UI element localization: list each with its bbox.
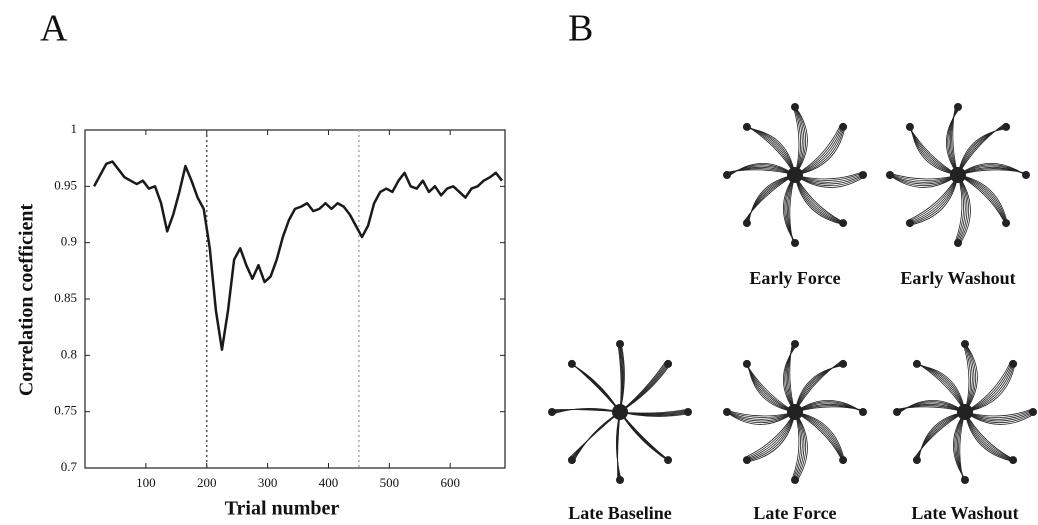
target [1022,171,1030,179]
y-tick-label: 0.7 [61,459,78,474]
trajectory-plot [723,103,867,247]
trajectory [794,174,845,226]
target [791,103,799,111]
trajectory [619,411,668,460]
plot-frame [84,129,506,469]
trajectory [571,363,621,413]
target [684,408,692,416]
target [961,476,969,484]
target [567,456,576,465]
panel-label: B [568,8,593,50]
y-tick-label: 0.85 [54,290,77,305]
x-tick-label: 100 [136,475,156,490]
target [1002,122,1011,131]
target [961,340,969,348]
target [616,340,624,348]
y-tick-label: 0.9 [61,234,77,249]
y-axis-label: Correlation coefficient [16,203,38,396]
target [791,476,799,484]
target [723,171,731,179]
trajectory [619,363,669,413]
target [791,239,799,247]
trajectory [570,362,621,413]
target [616,476,624,484]
target [839,456,848,465]
target [893,408,901,416]
target [839,122,848,131]
y-tick-label: 1 [71,121,78,136]
y-tick-label: 0.8 [61,346,77,361]
target [886,171,894,179]
y-tick-label: 0.95 [54,177,77,192]
center-target [957,404,973,420]
target [905,122,914,131]
trajectory [794,411,846,462]
trajectory [572,411,621,462]
trajectory [794,411,845,461]
trajectory [794,174,844,225]
plot-label: Early Force [749,268,840,288]
x-tick-label: 300 [258,475,278,490]
x-tick-label: 400 [319,475,339,490]
data-line [93,160,503,351]
trajectory [964,411,1015,463]
target [548,408,556,416]
trajectory-plot [723,340,867,484]
target [905,219,914,228]
target [742,359,751,368]
target [954,239,962,247]
x-axis-label: Trial number [225,498,340,520]
trajectory [957,174,1008,224]
target [742,219,751,228]
target [664,359,673,368]
target [859,171,867,179]
trajectory [573,365,621,413]
plot-label: Late Washout [911,503,1018,523]
trajectory [573,411,621,462]
trajectory [569,361,621,413]
target [1009,359,1018,368]
target [1002,219,1011,228]
target [723,408,731,416]
panel-label: A [40,8,68,50]
x-tick-label: 600 [440,475,460,490]
trajectory [570,362,621,413]
y-tick-label: 0.75 [54,403,77,418]
target [839,219,848,228]
trajectory [619,361,667,413]
center-target [787,167,803,183]
x-tick-label: 500 [380,475,400,490]
target [954,103,962,111]
plot-label: Late Baseline [568,503,672,523]
center-target [787,404,803,420]
trajectory [619,411,670,463]
trajectory [572,364,621,413]
center-target [950,167,966,183]
trajectory [964,411,1014,462]
trajectory [619,411,667,459]
trajectory-plot [548,340,692,484]
plot-label: Early Washout [900,268,1015,288]
target [912,456,921,465]
target [567,359,576,368]
trajectory-plot [893,340,1037,484]
target [912,359,921,368]
trajectory [619,411,670,462]
target [664,456,673,465]
target [742,456,751,465]
target [839,359,848,368]
plot-label: Late Force [753,503,836,523]
target [1009,456,1018,465]
trajectory [619,411,669,461]
trajectory [957,174,1009,225]
target [742,122,751,131]
target [859,408,867,416]
target [1029,408,1037,416]
trajectory [619,411,666,458]
target [791,340,799,348]
x-tick-label: 200 [197,475,217,490]
trajectory-plot [886,103,1030,247]
center-target [612,404,628,420]
